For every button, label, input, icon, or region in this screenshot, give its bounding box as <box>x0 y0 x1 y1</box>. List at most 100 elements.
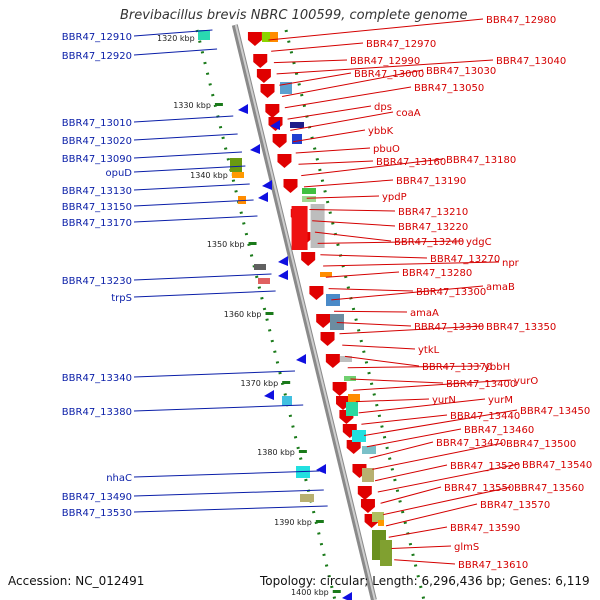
right-gene-label: BBR47_13520 <box>450 461 520 472</box>
left-leader-line <box>133 115 234 123</box>
left-leader-line <box>133 404 304 412</box>
gene-feature-box <box>372 512 384 522</box>
left-gene-label: BBR47_13380 <box>62 407 132 418</box>
right-gene-label: BBR47_13470 <box>436 438 506 449</box>
gene-feature-box <box>344 376 356 381</box>
gene-block-forward <box>260 84 275 98</box>
right-gene-label: ypdP <box>382 192 407 203</box>
right-leader-line <box>273 59 348 64</box>
gene-arrow-reverse <box>264 390 274 400</box>
gene-block-forward <box>253 54 268 68</box>
kbp-tick-label: 1400 kbp <box>291 588 329 597</box>
right-leader-line <box>284 86 412 109</box>
right-leader-line <box>323 261 500 267</box>
gene-feature-box <box>346 402 358 416</box>
right-gene-label: BBR47_13280 <box>402 268 472 279</box>
left-leader-line <box>133 133 238 141</box>
right-leader-line <box>314 231 392 242</box>
kbp-tick-label: 1340 kbp <box>190 171 228 180</box>
right-gene-label: BBR47_12980 <box>486 15 556 26</box>
gene-feature-box <box>254 264 266 270</box>
right-leader-line <box>388 526 448 538</box>
gene-block-forward <box>357 486 372 500</box>
right-leader-line <box>374 464 448 482</box>
left-gene-label: BBR47_13130 <box>62 186 132 197</box>
kbp-tick-label: 1370 kbp <box>240 379 278 388</box>
gene-arrow-reverse <box>238 104 248 114</box>
gene-arrow-reverse <box>278 256 288 266</box>
kbp-tick-mark <box>315 520 324 523</box>
right-gene-label: BBR47_13270 <box>430 254 500 265</box>
right-leader-line <box>364 409 518 436</box>
gene-feature-box <box>238 196 246 204</box>
right-gene-label: BBR47_13370 <box>422 362 492 373</box>
right-gene-label: BBR47_13550 <box>444 483 514 494</box>
kbp-tick-mark <box>214 103 223 106</box>
gene-feature-box <box>292 134 302 144</box>
gene-block-forward <box>283 179 298 193</box>
left-gene-label: opuD <box>105 168 132 179</box>
right-leader-line <box>353 379 512 391</box>
gene-feature-box <box>290 122 304 128</box>
right-gene-label: BBR47_13190 <box>396 176 466 187</box>
gene-arrow-reverse <box>296 354 306 364</box>
right-leader-line <box>377 463 520 493</box>
kbp-tick-label: 1320 kbp <box>157 34 195 43</box>
right-gene-label: BBR47_13570 <box>480 500 550 511</box>
left-leader-line <box>133 151 243 159</box>
gene-feature-box <box>270 32 278 42</box>
left-leader-line <box>133 165 246 173</box>
right-leader-line <box>290 111 394 131</box>
left-gene-label: nhaC <box>106 473 132 484</box>
gene-feature-box <box>232 172 244 178</box>
gene-feature-box <box>352 430 366 442</box>
right-leader-line <box>342 344 416 350</box>
right-gene-label: BBR47_13040 <box>496 56 566 67</box>
gene-feature-box <box>362 468 374 482</box>
gene-feature-box <box>380 540 392 566</box>
right-leader-line <box>380 486 442 504</box>
gene-arrow-reverse <box>278 270 288 280</box>
map-title: Brevibacillus brevis NBRC 100599, comple… <box>120 8 468 23</box>
right-leader-line <box>320 254 428 259</box>
gene-block-forward <box>320 332 335 346</box>
left-leader-line <box>133 489 324 497</box>
gene-feature-box <box>198 30 210 40</box>
right-leader-line <box>347 365 482 369</box>
left-leader-line <box>133 199 254 207</box>
right-gene-label: ytkL <box>418 345 440 356</box>
right-gene-label: yurM <box>488 395 513 406</box>
right-leader-line <box>309 209 396 212</box>
gene-feature-box <box>302 196 316 202</box>
gene-arrow-reverse <box>262 180 272 190</box>
kbp-tick-label: 1390 kbp <box>274 518 312 527</box>
right-gene-label: BBR47_13560 <box>514 483 584 494</box>
right-gene-label: yurO <box>514 376 538 387</box>
right-gene-label: BBR47_13210 <box>398 207 468 218</box>
gene-arrow-reverse <box>270 120 280 130</box>
left-leader-line <box>133 470 320 478</box>
right-gene-label: ybbH <box>484 362 510 373</box>
left-leader-line <box>133 370 295 378</box>
accession-label: Accession: NC_012491 <box>8 574 145 588</box>
kbp-tick-mark <box>265 312 274 315</box>
left-gene-label: BBR47_13530 <box>62 508 132 519</box>
right-leader-line <box>303 179 394 188</box>
right-gene-label: BBR47_13610 <box>458 560 528 571</box>
gene-feature-box <box>230 158 242 172</box>
gene-arrow-reverse <box>258 192 268 202</box>
gene-block-forward <box>301 252 316 266</box>
gene-arrow-reverse <box>316 464 326 474</box>
right-gene-label: amaA <box>410 308 439 319</box>
left-leader-line <box>133 290 276 298</box>
right-gene-label: pbuO <box>373 144 400 155</box>
kbp-tick-label: 1350 kbp <box>207 240 245 249</box>
right-leader-line <box>282 69 424 97</box>
gene-block-forward <box>360 499 375 513</box>
right-leader-line <box>271 42 364 52</box>
right-gene-label: BBR47_13540 <box>522 460 592 471</box>
right-gene-label: glmS <box>454 542 479 553</box>
gene-feature-box <box>262 32 270 42</box>
left-leader-line <box>133 273 272 281</box>
left-leader-line <box>133 215 258 223</box>
